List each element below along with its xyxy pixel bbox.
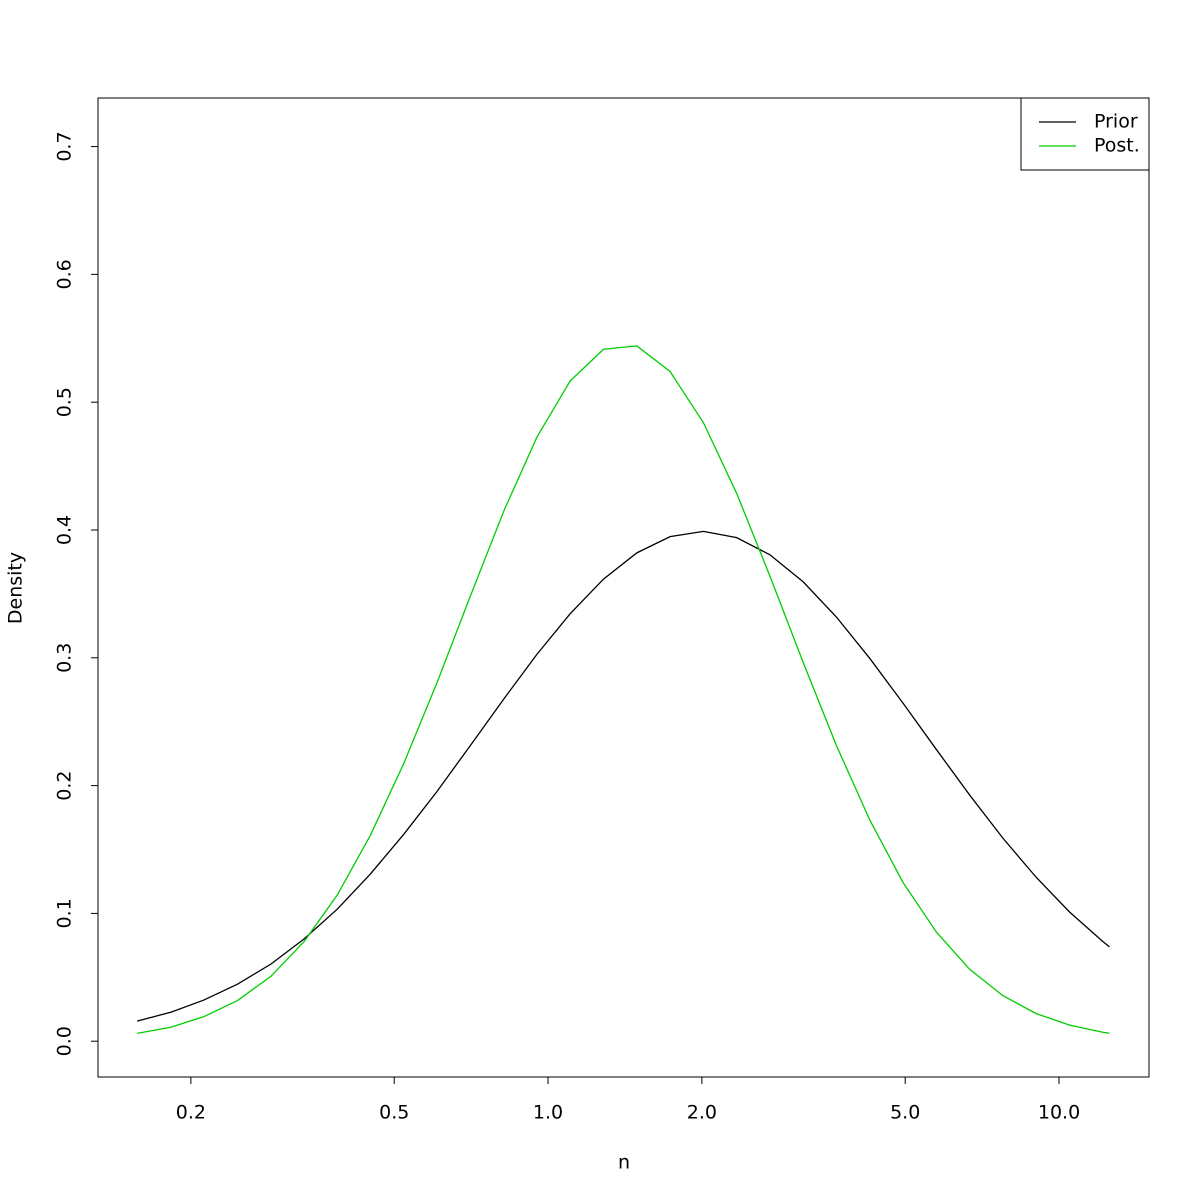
x-tick-label: 5.0	[890, 1102, 920, 1124]
x-tick-label: 0.5	[379, 1102, 409, 1124]
y-tick-label: 0.0	[54, 1026, 76, 1056]
y-tick-label: 0.7	[54, 131, 76, 161]
series-line	[137, 345, 1110, 1035]
x-axis-label: n	[618, 1152, 630, 1174]
y-tick-label: 0.1	[54, 898, 76, 928]
y-tick-label: 0.6	[54, 259, 76, 289]
plot-frame	[97, 97, 1150, 1078]
legend-box	[1020, 97, 1150, 171]
y-tick-label: 0.4	[54, 515, 76, 545]
x-tick-label: 10.0	[1038, 1102, 1080, 1124]
y-tick-label: 0.2	[54, 770, 76, 800]
series-line	[136, 530, 1110, 1022]
x-tick-label: 1.0	[533, 1102, 563, 1124]
x-tick-label: 0.2	[176, 1102, 206, 1124]
x-tick-label: 2.0	[687, 1102, 717, 1124]
legend-label: Post.	[1094, 135, 1140, 157]
y-tick-label: 0.5	[54, 387, 76, 417]
y-axis-label: Density	[5, 552, 27, 624]
legend-label: Prior	[1094, 111, 1138, 133]
y-tick-label: 0.3	[54, 643, 76, 673]
